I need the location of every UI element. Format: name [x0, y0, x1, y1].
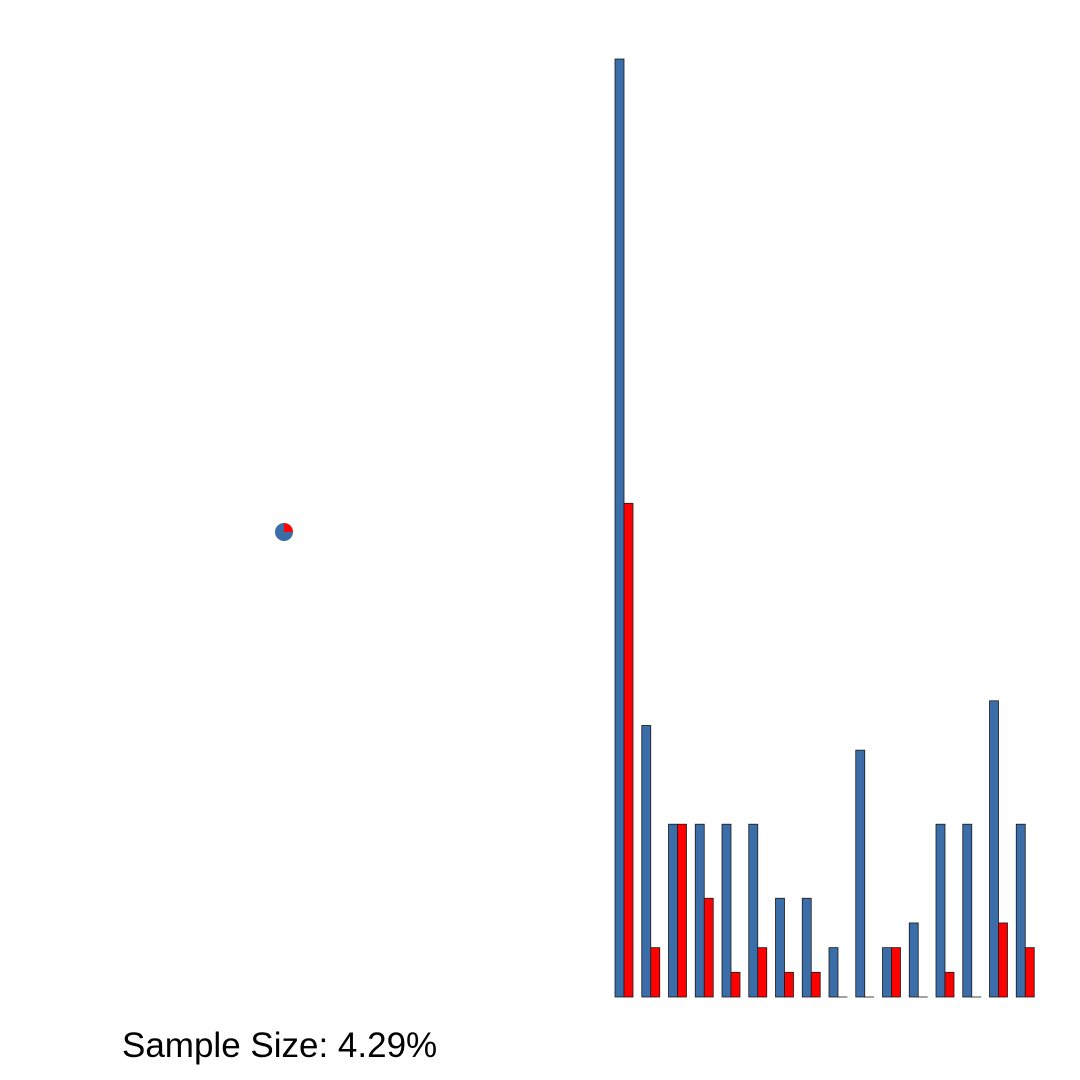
bar-b-15: [998, 922, 1008, 998]
bar-a-11: [882, 947, 892, 998]
bar-a-10: [855, 749, 866, 998]
bar-chart: [614, 58, 1035, 998]
bar-b-13: [944, 971, 955, 998]
bar-b-5: [730, 971, 741, 998]
bar-b-7: [784, 971, 794, 998]
bar-a-14: [962, 823, 973, 998]
bar-a-7: [775, 897, 785, 998]
bar-a-13: [935, 823, 946, 998]
bar-b-6: [757, 947, 768, 998]
bar-a-12: [908, 922, 919, 998]
bar-b-2: [650, 947, 661, 998]
pie-slice-series_b: [284, 523, 293, 532]
bar-a-3: [668, 823, 678, 998]
bar-a-4: [694, 823, 705, 998]
bar-b-4: [703, 897, 714, 998]
bar-a-15: [989, 700, 999, 998]
bar-b-16: [1024, 947, 1035, 998]
bar-b-8: [810, 971, 821, 998]
bar-a-2: [641, 725, 652, 998]
bar-a-8: [801, 897, 812, 998]
sample-size-label: Sample Size: 4.29%: [122, 1026, 438, 1065]
bar-b-1: [623, 502, 634, 998]
pie-chart: [275, 523, 293, 541]
bar-a-5: [721, 823, 732, 998]
bar-a-1: [614, 58, 625, 998]
bar-a-16: [1015, 823, 1026, 998]
bar-b-3: [677, 823, 687, 998]
bar-b-11: [891, 947, 901, 998]
bar-a-6: [748, 823, 759, 998]
bar-a-9: [828, 947, 839, 998]
